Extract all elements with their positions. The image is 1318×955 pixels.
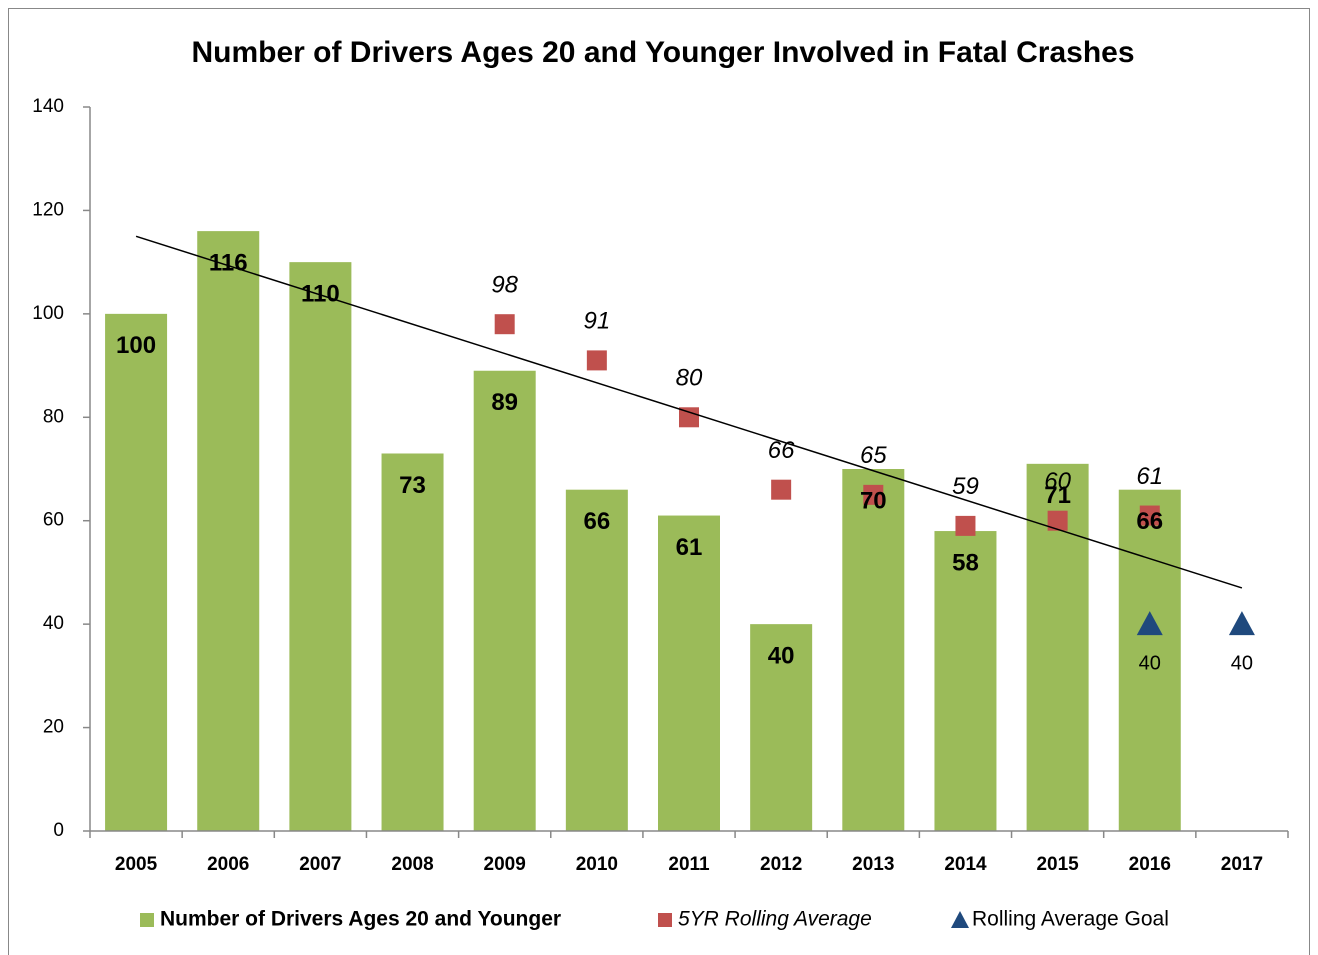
average-marker	[1139, 505, 1160, 526]
bar	[565, 489, 628, 831]
bar	[381, 453, 444, 831]
x-tick-label: 2011	[668, 854, 710, 875]
average-label: 80	[676, 365, 703, 392]
y-tick-label: 40	[43, 613, 64, 634]
y-tick-label: 100	[32, 303, 64, 324]
average-marker	[863, 484, 884, 505]
y-tick-label: 0	[53, 820, 64, 841]
y-tick-label: 120	[32, 199, 64, 220]
legend-label: Rolling Average Goal	[972, 908, 1169, 931]
x-tick-label: 2007	[299, 854, 341, 875]
bar	[197, 231, 260, 832]
average-label: 60	[1044, 468, 1071, 495]
goal-label: 40	[1139, 652, 1161, 674]
legend-swatch	[140, 913, 154, 927]
x-tick-label: 2012	[760, 854, 802, 875]
average-label: 65	[860, 442, 887, 469]
legend-label: 5YR Rolling Average	[678, 908, 872, 931]
goal-label: 40	[1231, 652, 1253, 674]
bar	[934, 531, 997, 831]
goal-marker	[1136, 611, 1163, 636]
trend-line	[135, 235, 1243, 589]
bar	[658, 515, 720, 831]
average-label: 91	[583, 308, 610, 335]
legend-swatch	[658, 913, 672, 927]
bar-label: 61	[676, 534, 703, 561]
average-label: 66	[768, 437, 795, 464]
x-tick-label: 2014	[944, 854, 987, 875]
average-marker	[771, 479, 792, 500]
bar	[105, 313, 168, 831]
x-tick-label: 2008	[391, 854, 433, 875]
bar	[1118, 489, 1181, 831]
y-tick-label: 140	[32, 96, 64, 117]
y-tick-label: 20	[43, 717, 64, 738]
legend-swatch	[951, 911, 969, 928]
bar-label: 71	[1044, 482, 1071, 509]
bar-label: 40	[768, 642, 795, 669]
x-tick-label: 2010	[576, 854, 618, 875]
average-marker	[955, 515, 976, 536]
legend-label: Number of Drivers Ages 20 and Younger	[160, 908, 561, 931]
bar	[750, 624, 813, 831]
bar-label: 100	[116, 332, 156, 359]
average-marker	[1047, 510, 1068, 531]
x-tick-label: 2013	[852, 854, 894, 875]
x-tick-label: 2015	[1036, 854, 1079, 875]
bar-label: 58	[952, 549, 979, 576]
y-tick-label: 60	[43, 510, 64, 531]
bar-label: 70	[860, 487, 887, 514]
x-tick-label: 2006	[207, 854, 249, 875]
average-label: 61	[1136, 463, 1163, 490]
bar	[473, 370, 536, 831]
x-tick-label: 2009	[484, 854, 526, 875]
y-tick-label: 80	[43, 406, 64, 427]
bar-label: 73	[399, 472, 426, 499]
average-marker	[679, 407, 699, 428]
average-label: 98	[491, 272, 518, 299]
x-tick-label: 2016	[1129, 854, 1171, 875]
bar	[289, 262, 352, 832]
bar-label: 66	[583, 508, 610, 535]
average-marker	[586, 350, 607, 371]
bar-label: 116	[209, 249, 248, 276]
x-tick-label: 2005	[115, 854, 158, 875]
chart-title: Number of Drivers Ages 20 and Younger In…	[191, 36, 1134, 69]
bar-label: 89	[491, 389, 518, 416]
bar-label: 66	[1136, 508, 1163, 535]
goal-marker	[1228, 611, 1255, 636]
bar	[842, 469, 905, 831]
x-tick-label: 2017	[1221, 854, 1263, 875]
bar-label: 110	[301, 280, 340, 307]
average-label: 59	[952, 473, 979, 500]
average-marker	[494, 314, 515, 335]
